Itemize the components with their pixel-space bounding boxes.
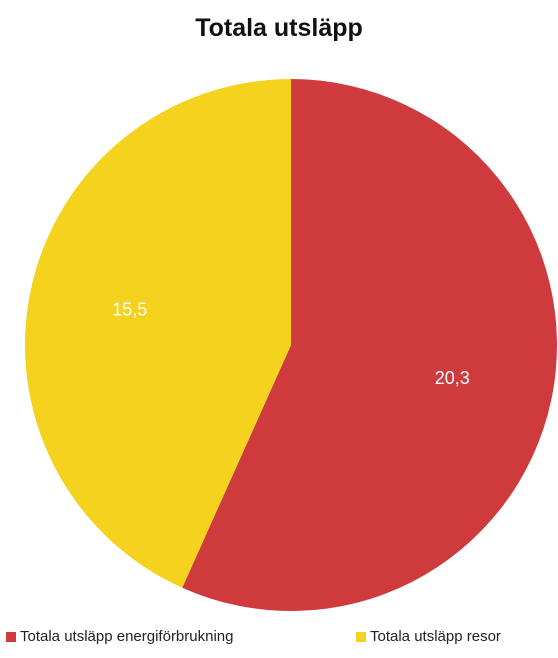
legend-item-travel: Totala utsläpp resor — [356, 628, 501, 645]
legend-label-travel: Totala utsläpp resor — [370, 628, 501, 645]
legend: Totala utsläpp energiförbrukning Totala … — [0, 628, 558, 652]
legend-item-energy: Totala utsläpp energiförbrukning — [6, 628, 233, 645]
pie-chart: 20,3 15,5 — [24, 79, 558, 611]
chart-title: Totala utsläpp — [195, 14, 363, 42]
legend-label-energy: Totala utsläpp energiförbrukning — [20, 628, 234, 645]
data-label-0: 20,3 — [435, 368, 470, 388]
pie-slice-1 — [24, 79, 292, 588]
legend-swatch-energy — [6, 631, 16, 642]
data-label-1: 15,5 — [112, 299, 147, 319]
legend-swatch-travel — [356, 631, 366, 642]
pie-slice-0 — [182, 79, 558, 611]
